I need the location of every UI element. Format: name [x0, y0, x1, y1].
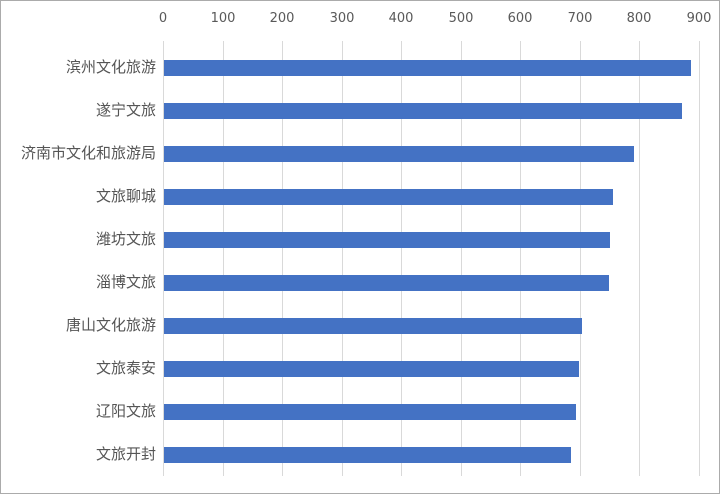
x-axis-tick-label: 300 — [329, 11, 355, 26]
x-axis-tick-label: 400 — [388, 11, 414, 26]
x-axis-tick-label: 0 — [158, 11, 168, 26]
category-label: 潍坊文旅 — [95, 230, 156, 248]
bar — [164, 231, 610, 248]
category-label: 淄博文旅 — [95, 273, 156, 291]
bar — [164, 102, 682, 119]
x-axis-tick-label: 700 — [567, 11, 593, 26]
bar — [164, 317, 582, 334]
category-label: 滨州文化旅游 — [65, 58, 156, 76]
gridline — [639, 41, 640, 476]
gridline — [282, 41, 283, 476]
gridline — [401, 41, 402, 476]
category-label: 文旅聊城 — [95, 187, 156, 205]
bar — [164, 274, 609, 291]
bar — [164, 446, 571, 463]
bar — [164, 360, 579, 377]
bar — [164, 188, 613, 205]
bar — [164, 145, 634, 162]
gridline — [699, 41, 700, 476]
bar — [164, 59, 691, 76]
x-axis-tick-label: 900 — [686, 11, 712, 26]
x-axis-tick-label: 200 — [269, 11, 295, 26]
category-label: 遂宁文旅 — [95, 101, 156, 119]
category-label: 唐山文化旅游 — [65, 316, 156, 334]
gridline — [580, 41, 581, 476]
x-axis-tick-label: 800 — [626, 11, 652, 26]
gridline — [342, 41, 343, 476]
bar — [164, 403, 576, 420]
gridline — [520, 41, 521, 476]
category-label: 辽阳文旅 — [95, 402, 156, 420]
gridline — [223, 41, 224, 476]
gridline — [461, 41, 462, 476]
category-label: 文旅开封 — [95, 445, 156, 463]
x-axis-tick-label: 600 — [507, 11, 533, 26]
category-label: 文旅泰安 — [95, 359, 156, 377]
category-label: 济南市文化和旅游局 — [20, 144, 156, 162]
gridline — [163, 41, 164, 476]
x-axis-tick-label: 100 — [210, 11, 236, 26]
x-axis-tick-label: 500 — [448, 11, 474, 26]
